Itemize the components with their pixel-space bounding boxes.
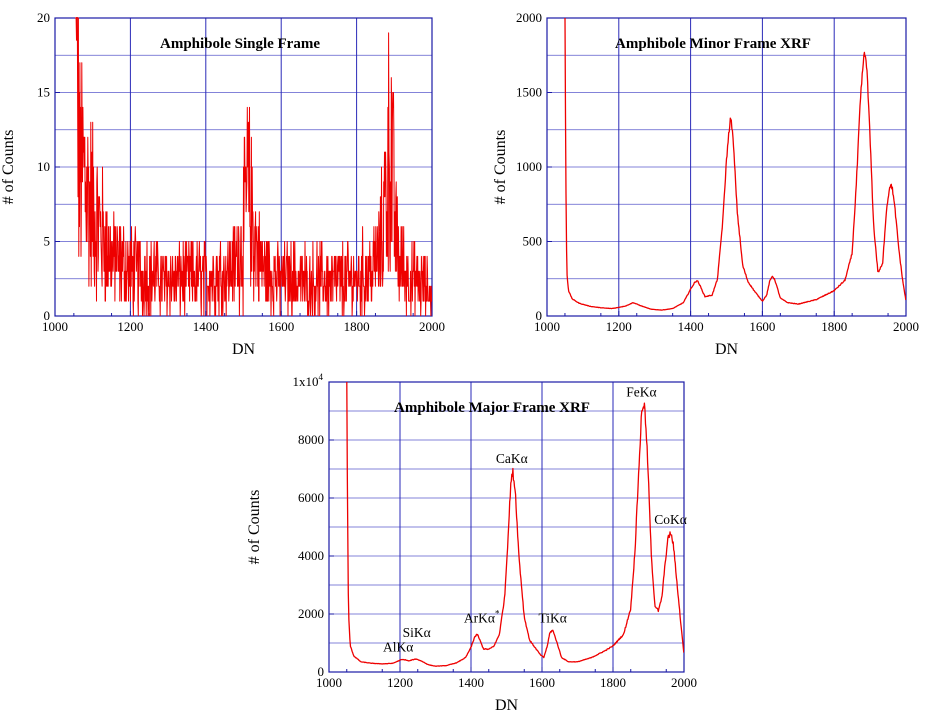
x-axis-label: DN (715, 341, 739, 358)
chart-panel-1: 1000 1200 1400 1600 1800 2000 0 5 10 15 20 DN # of C… (0, 10, 445, 358)
y-tick-label: 0 (318, 664, 325, 679)
x-tick-label: 2000 (419, 319, 445, 334)
x-tick-label: 2000 (671, 675, 697, 690)
y-tick-label: 20 (37, 10, 50, 25)
x-tick-label: 1800 (821, 319, 847, 334)
chart-title: Amphibole Single Frame (160, 36, 320, 52)
x-tick-label: 1800 (344, 319, 370, 334)
x-axis-label: DN (232, 341, 256, 358)
x-tick-label: 1000 (534, 319, 560, 334)
x-tick-label: 2000 (893, 319, 919, 334)
y-axis-label: # of Counts (246, 490, 263, 565)
y-axis-label: # of Counts (0, 130, 17, 205)
x-axis-label: DN (495, 697, 519, 714)
peak-label: FeKα (626, 385, 656, 400)
x-tick-label: 1600 (749, 319, 775, 334)
spectrum-trace (346, 381, 684, 667)
y-tick-label: 0 (536, 308, 543, 323)
x-tick-label: 1600 (529, 675, 555, 690)
x-tick-label: 1200 (117, 319, 143, 334)
x-tick-label: 1400 (678, 319, 704, 334)
y-tick-label: 15 (37, 85, 50, 100)
peak-label: AlKα (383, 640, 413, 655)
chart-panel-3: 1000 1200 1400 1600 1800 2000 0 2000 4000 6000 800… (246, 372, 697, 714)
chart-title: Amphibole Major Frame XRF (394, 400, 590, 416)
x-tick-label: 1800 (600, 675, 626, 690)
y-tick-label: 5 (44, 234, 51, 249)
y-tick-label: 2000 (298, 606, 324, 621)
y-tick-label: 0 (44, 308, 51, 323)
x-tick-label: 1200 (606, 319, 632, 334)
chart-panel-2: 1000 1200 1400 1600 1800 2000 0 500 1000 1500 2000… (492, 10, 919, 358)
chart-title: Amphibole Minor Frame XRF (615, 36, 811, 52)
x-tick-label: 1400 (193, 319, 219, 334)
peak-label: CoKα (654, 512, 687, 527)
x-tick-label: 1000 (316, 675, 342, 690)
y-tick-label: 1000 (516, 159, 542, 174)
spectrum-trace (564, 17, 906, 311)
peak-label: SiKα (403, 625, 431, 640)
peak-label: ArKα* (464, 609, 500, 626)
y-top-tick-label: 1x104 (293, 372, 324, 389)
y-tick-label: 8000 (298, 432, 324, 447)
y-tick-label: 6000 (298, 490, 324, 505)
x-tick-label: 1000 (42, 319, 68, 334)
x-tick-label: 1400 (458, 675, 484, 690)
spectrum-trace (74, 17, 432, 316)
y-tick-label: 500 (523, 234, 543, 249)
y-axis-label: # of Counts (492, 130, 509, 205)
x-tick-label: 1600 (268, 319, 294, 334)
y-tick-label: 1500 (516, 85, 542, 100)
y-tick-label: 10 (37, 159, 50, 174)
x-tick-label: 1200 (387, 675, 413, 690)
peak-label: CaKα (496, 451, 528, 466)
plot-frame (328, 381, 685, 673)
y-tick-label: 4000 (298, 548, 324, 563)
y-tick-label: 2000 (516, 10, 542, 25)
peak-label: TiKα (538, 611, 566, 626)
